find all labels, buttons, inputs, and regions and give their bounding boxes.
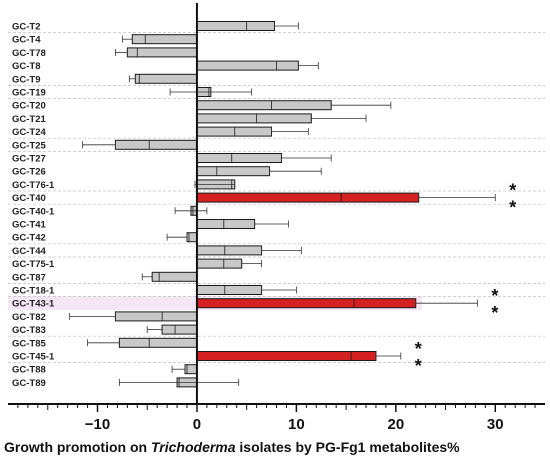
category-label-gc-t8: GC-T8 (12, 61, 41, 72)
category-label-gc-t21: GC-T21 (12, 114, 47, 125)
bar-gc-t9 (134, 73, 198, 84)
category-label-gc-t41: GC-T41 (12, 220, 47, 231)
category-label-gc-t2: GC-T2 (12, 22, 41, 33)
category-label-gc-t85: GC-T85 (12, 338, 47, 349)
bar-gc-t8 (196, 60, 299, 71)
bar-gc-t27 (196, 153, 282, 163)
category-label-gc-t89: GC-T89 (12, 378, 46, 389)
x-axis-label-part: Trichoderma (151, 439, 236, 455)
x-axis: −10 0 10 20 30 (8, 403, 545, 433)
category-label-gc-t27: GC-T27 (12, 154, 46, 165)
category-label-gc-t18-1: GC-T18-1 (12, 286, 55, 297)
category-label-gc-t44: GC-T44 (12, 246, 47, 257)
bar-gc-t2 (196, 21, 276, 31)
x-tick-label: 20 (387, 416, 404, 433)
category-label-gc-t40: GC-T40 (12, 193, 46, 204)
category-label-gc-t76-1: GC-T76-1 (12, 180, 55, 191)
x-tick-label: 30 (487, 416, 504, 433)
category-label-gc-t82: GC-T82 (12, 312, 46, 323)
significance-star-gc-t40-1: * (509, 181, 516, 201)
bar-gc-t20 (196, 100, 332, 111)
category-label-gc-t19: GC-T19 (12, 88, 46, 99)
bar-gc-t82 (114, 311, 198, 322)
category-label-gc-t88: GC-T88 (12, 365, 46, 376)
category-label-gc-t42: GC-T42 (12, 233, 46, 244)
significance-star-gc-t43-1-1: * (491, 286, 498, 306)
category-label-gc-t78: GC-T78 (12, 48, 46, 59)
significance-markers: ****** (415, 181, 516, 376)
bar-gc-t78 (126, 47, 198, 58)
bar-gc-t42 (186, 232, 198, 243)
bar-gc-t24 (196, 126, 273, 137)
category-label-gc-t25: GC-T25 (12, 140, 47, 151)
category-label-gc-t87: GC-T87 (12, 272, 46, 283)
bar-gc-t18-1 (196, 285, 263, 295)
category-label-gc-t83: GC-T83 (12, 325, 46, 336)
bar-gc-t43-1 (196, 298, 417, 309)
bar-gc-t83 (161, 324, 198, 335)
bar-gc-t41 (196, 219, 256, 229)
category-label-gc-t4: GC-T4 (12, 35, 41, 46)
significance-star-gc-t45-1-2: * (415, 356, 422, 376)
bar-gc-t21 (196, 113, 312, 124)
bar-gc-t40 (196, 192, 420, 203)
bar-gc-t44 (196, 245, 263, 256)
x-axis-label-part: Growth promotion on (4, 439, 151, 455)
category-label-gc-t40-1: GC-T40-1 (12, 206, 55, 217)
bar-gc-t75-1 (196, 258, 243, 269)
bar-gc-t26 (196, 166, 271, 177)
bar-gc-t45-1 (196, 351, 377, 361)
x-tick-label: 10 (288, 416, 305, 433)
x-axis-label: Growth promotion on Trichoderma isolates… (4, 439, 460, 455)
bar-gc-t85 (118, 337, 198, 348)
bar-gc-t25 (114, 139, 198, 150)
category-label-gc-t45-1: GC-T45-1 (12, 352, 55, 363)
bar-gc-t4 (131, 34, 198, 45)
category-label-gc-t75-1: GC-T75-1 (12, 259, 55, 270)
x-tick-label: 0 (193, 416, 201, 433)
category-labels: GC-T2 GC-T4 GC-T78 GC-T8 GC-T9 GC-T19 GC-T20 GC… (12, 22, 55, 389)
row-dividers (8, 32, 545, 363)
category-label-gc-t24: GC-T24 (12, 127, 47, 138)
category-label-gc-t43-1: GC-T43-1 (12, 299, 55, 310)
significance-star-gc-t45-1-1: * (415, 339, 422, 359)
category-label-gc-t26: GC-T26 (12, 167, 46, 178)
significance-star-gc-t43-1-2: * (491, 303, 498, 323)
error-bars-layer (69, 22, 496, 386)
x-axis-label-part: isolates by PG-Fg1 metabolites% (236, 439, 461, 455)
significance-star-gc-t40-2: * (509, 198, 516, 218)
category-label-gc-t9: GC-T9 (12, 74, 41, 85)
x-tick-label: −10 (85, 416, 110, 433)
category-label-gc-t20: GC-T20 (12, 101, 46, 112)
